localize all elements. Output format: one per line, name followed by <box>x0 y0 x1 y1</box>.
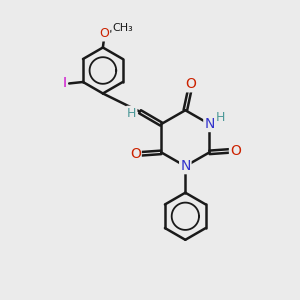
Text: N: N <box>180 159 190 173</box>
Text: N: N <box>204 117 215 131</box>
Text: H: H <box>127 107 136 120</box>
Text: O: O <box>185 77 196 91</box>
Text: CH₃: CH₃ <box>112 23 133 33</box>
Text: I: I <box>63 76 67 91</box>
Text: O: O <box>99 28 109 40</box>
Text: O: O <box>130 147 141 161</box>
Text: H: H <box>216 111 225 124</box>
Text: O: O <box>230 144 241 158</box>
